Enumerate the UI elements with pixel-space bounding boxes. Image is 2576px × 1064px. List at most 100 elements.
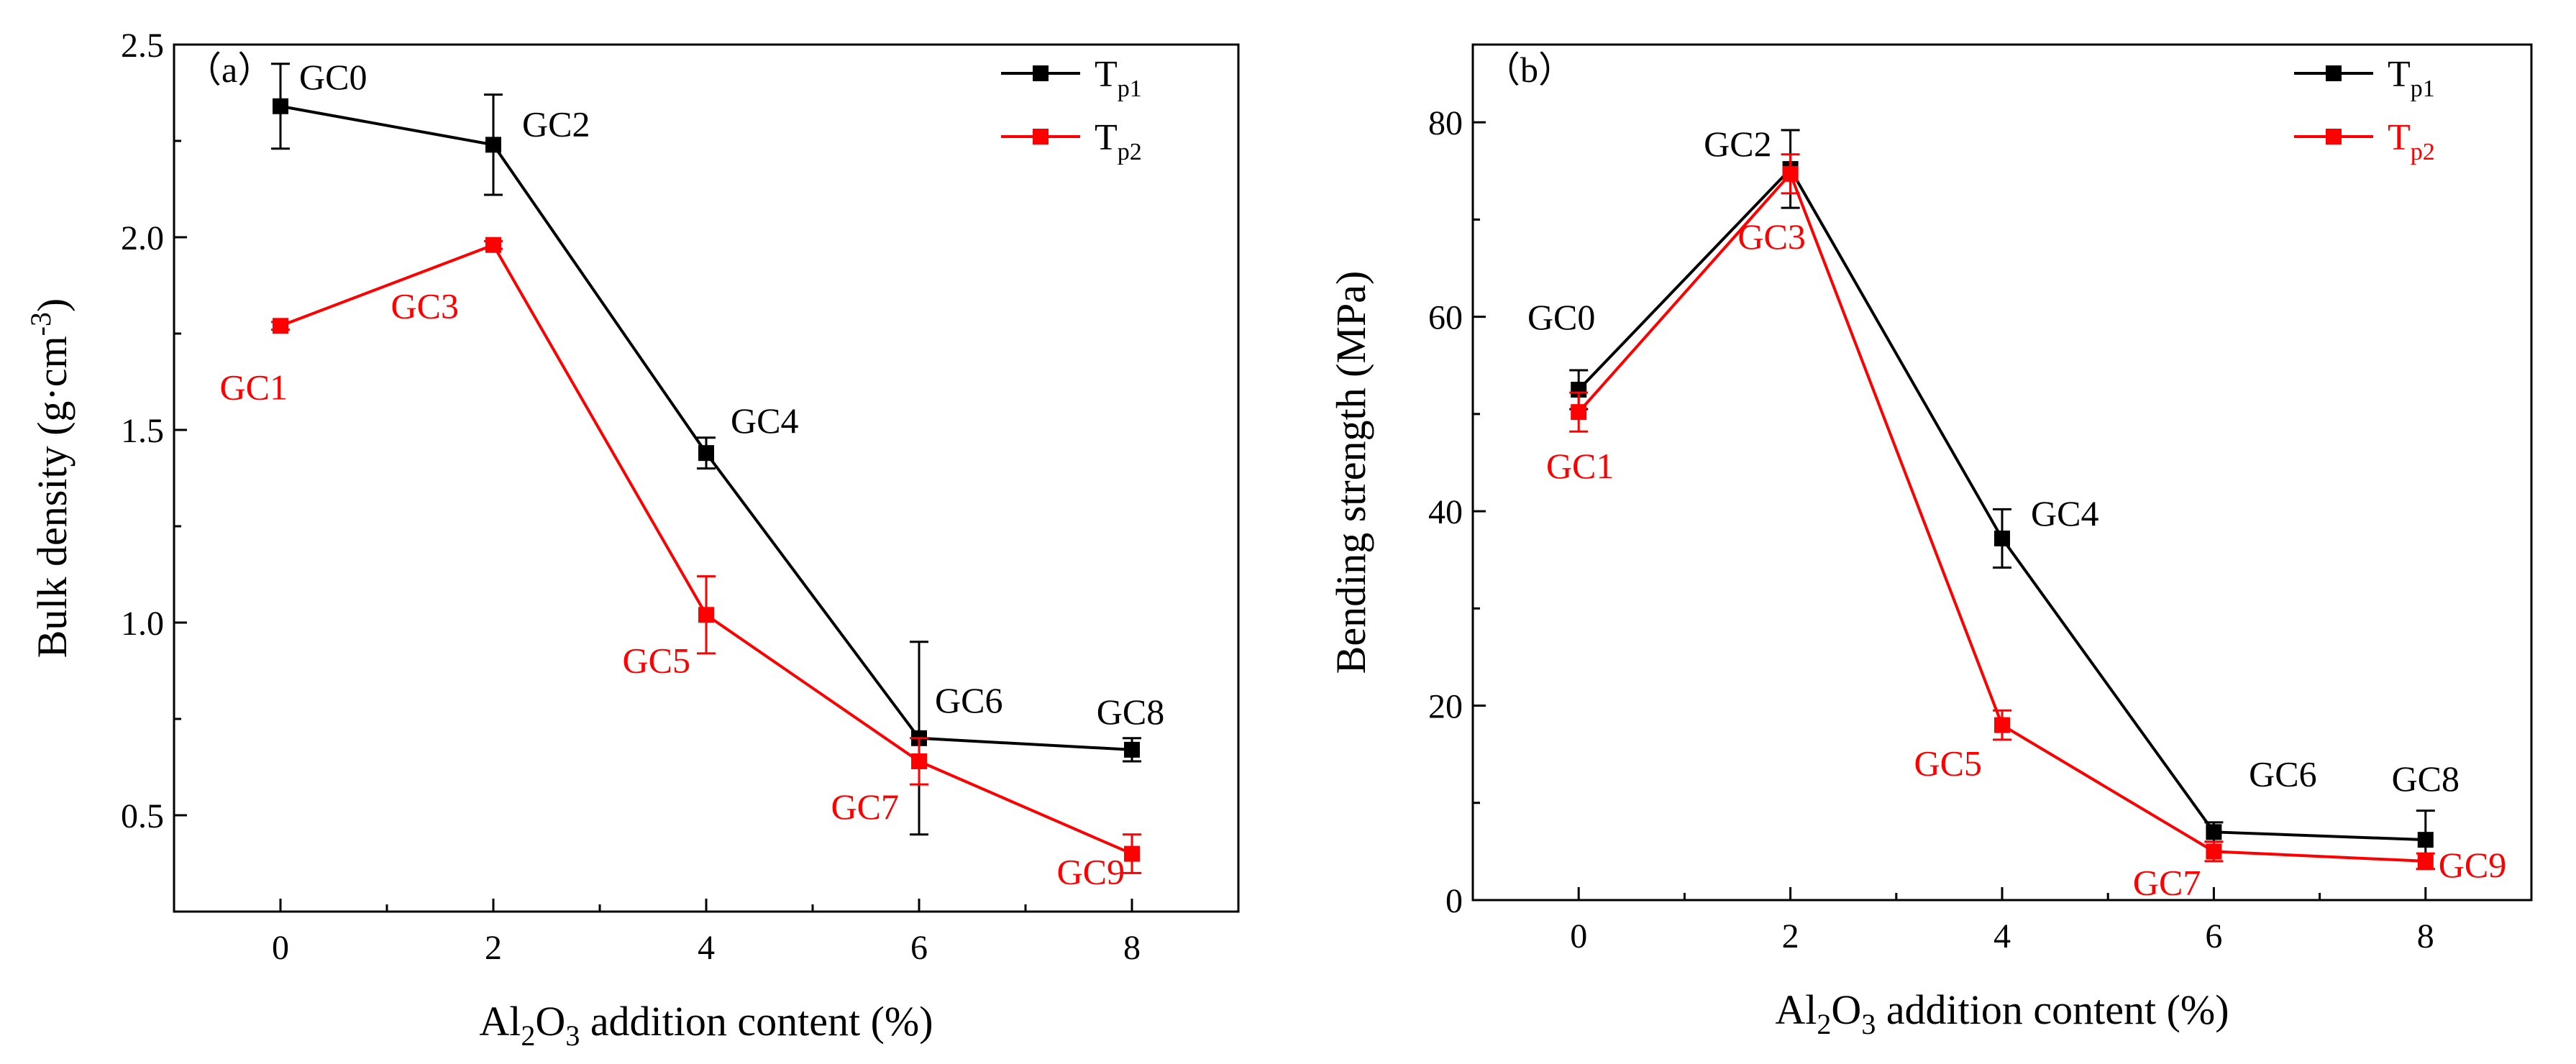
data-point-marker <box>1782 165 1799 182</box>
x-tick-label: 2 <box>1782 917 1799 955</box>
data-point-marker <box>485 237 501 253</box>
series-Tp2: GC1 GC3 GC5 GC7 GC9 <box>1546 153 2506 902</box>
x-tick-label: 8 <box>1123 929 1141 967</box>
x-tick-label: 4 <box>1993 917 2011 955</box>
x-axis-label: Al2O3 addition content (%) <box>1775 986 2229 1040</box>
point-label: GC3 <box>391 286 459 326</box>
y-tick-label: 2.0 <box>121 219 164 257</box>
legend-label: Tp2 <box>1095 117 1142 165</box>
series-Tp1: GC0 GC2 GC4 GC6 GC8 <box>271 57 1164 836</box>
point-label: GC9 <box>2439 845 2506 885</box>
point-label: GC1 <box>220 367 288 407</box>
x-label-sub: 3 <box>565 1019 580 1052</box>
series-Tp2: GC1 GC3 GC5 GC7 GC9 <box>220 237 1141 892</box>
y-tick-label: 0 <box>1445 882 1463 920</box>
x-tick-label: 8 <box>2417 917 2434 955</box>
x-tick-label: 0 <box>1570 917 1587 955</box>
point-label: GC6 <box>935 680 1002 720</box>
panel-a-bulk-density: 0 2 4 6 80.51.01.52.02.5（a）Al2O3 addition co… <box>24 27 1240 1052</box>
legend-label-main: T <box>1095 117 1118 158</box>
y-axis-label: Bulk density (g·cm-3) <box>24 298 76 659</box>
y-label-sup: -3 <box>24 312 57 336</box>
legend-label-sub: p1 <box>1118 75 1142 102</box>
series-Tp1: GC0 GC2 GC4 GC6 GC8 <box>1527 124 2459 871</box>
y-tick-label: 0.5 <box>121 797 164 835</box>
legend-marker <box>2326 129 2342 145</box>
x-axis-label: Al2O3 addition content (%) <box>479 998 933 1052</box>
data-point-marker <box>1124 741 1140 758</box>
y-tick-label: 1.5 <box>121 412 164 450</box>
y-tick-label: 1.0 <box>121 605 164 643</box>
point-label: GC8 <box>2392 758 2459 799</box>
legend-label-main: T <box>1095 54 1118 95</box>
x-label-part: Al <box>479 998 521 1045</box>
point-label: GC2 <box>1704 124 1771 164</box>
point-label: GC0 <box>299 57 367 97</box>
x-tick-label: 2 <box>485 929 502 967</box>
y-tick-label: 80 <box>1428 104 1463 142</box>
data-point-marker <box>2206 824 2222 840</box>
data-point-marker <box>1124 845 1140 862</box>
data-point-marker <box>2417 832 2434 848</box>
point-label: GC8 <box>1097 692 1164 732</box>
point-label: GC4 <box>2031 493 2098 533</box>
point-label: GC0 <box>1527 297 1595 337</box>
x-tick-label: 6 <box>2205 917 2222 955</box>
y-tick-label: 2.5 <box>121 27 164 65</box>
x-tick-label: 6 <box>910 929 928 967</box>
data-point-marker <box>911 753 927 769</box>
point-label: GC2 <box>522 104 590 144</box>
x-label-part: addition content (%) <box>1876 986 2229 1033</box>
legend-label-main: T <box>2388 54 2411 95</box>
point-label: GC4 <box>731 400 798 441</box>
y-tick-label: 60 <box>1428 299 1463 337</box>
data-point-marker <box>273 98 288 114</box>
point-label: GC9 <box>1057 852 1125 892</box>
x-label-part: O <box>535 998 565 1045</box>
data-point-marker <box>273 318 288 334</box>
legend-label-sub: p2 <box>2411 139 2435 165</box>
legend-label-sub: p1 <box>2411 75 2435 102</box>
series-line <box>280 243 1133 856</box>
data-point-marker <box>1994 717 2010 733</box>
data-point-marker <box>1994 530 2010 546</box>
y-label-part: Bulk density (g·cm <box>29 336 76 658</box>
legend-label: Tp1 <box>2388 54 2435 102</box>
point-label: GC7 <box>2133 862 2201 902</box>
data-point-marker <box>2206 843 2222 860</box>
data-point-marker <box>698 607 714 623</box>
data-point-marker <box>485 137 501 153</box>
legend-label-sub: p2 <box>1118 139 1142 165</box>
legend-label-main: T <box>2388 117 2411 158</box>
x-tick-label: 0 <box>272 929 289 967</box>
y-tick-label: 40 <box>1428 493 1463 531</box>
plot-frame <box>173 43 1240 913</box>
point-label: GC5 <box>1914 743 1982 784</box>
point-label: GC6 <box>2249 753 2316 794</box>
data-point-marker <box>698 445 714 462</box>
point-label: GC5 <box>623 640 690 680</box>
x-label-part: Al <box>1775 986 1817 1033</box>
legend-marker <box>1033 129 1049 145</box>
panel-label: （b） <box>1484 50 1574 90</box>
data-point-marker <box>2417 853 2434 869</box>
legend-marker <box>1033 65 1049 81</box>
y-tick-label: 20 <box>1428 688 1463 726</box>
legend-label: Tp2 <box>2388 117 2435 165</box>
x-label-part: O <box>1831 986 1861 1033</box>
point-label: GC1 <box>1546 446 1614 486</box>
legend-label: Tp1 <box>1095 54 1142 102</box>
legend-marker <box>2326 65 2342 81</box>
x-label-sub: 3 <box>1861 1008 1876 1040</box>
data-point-marker <box>1571 404 1587 421</box>
point-label: GC7 <box>831 786 899 827</box>
x-label-part: addition content (%) <box>580 998 933 1045</box>
y-axis-label: Bending strength (MPa) <box>1328 271 1374 674</box>
plot-frame <box>1471 43 2533 902</box>
y-label-part: ) <box>29 298 76 312</box>
point-label: GC3 <box>1737 216 1805 257</box>
y-label-part: Bending strength (MPa) <box>1328 271 1374 674</box>
